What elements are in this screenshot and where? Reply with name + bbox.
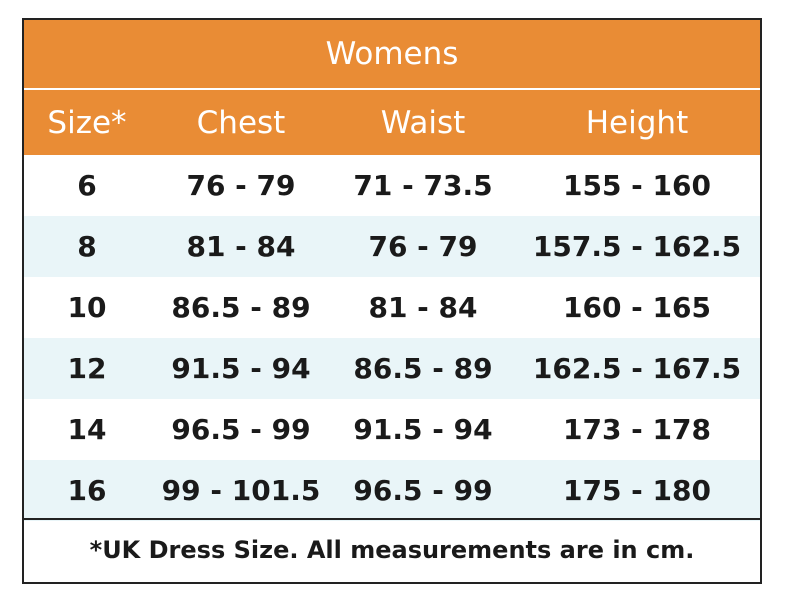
column-header-chest: Chest: [196, 104, 286, 141]
table-row: 12 91.5 - 94 86.5 - 89 162.5 - 167.5: [24, 338, 760, 399]
waist-cell: 96.5 - 99: [353, 474, 493, 507]
height-cell: 155 - 160: [562, 169, 711, 202]
size-chart: Womens Size* Chest Waist Height 6 76 - 7…: [22, 18, 762, 584]
waist-cell: 76 - 79: [368, 230, 478, 263]
waist-cell: 91.5 - 94: [353, 413, 493, 446]
footnote: *UK Dress Size. All measurements are in …: [24, 518, 760, 582]
size-cell: 16: [67, 474, 107, 507]
column-header-height: Height: [585, 104, 689, 141]
height-cell: 175 - 180: [562, 474, 711, 507]
table-row: 14 96.5 - 99 91.5 - 94 173 - 178: [24, 399, 760, 460]
size-cell: 14: [67, 413, 107, 446]
chest-cell: 99 - 101.5: [161, 474, 321, 507]
height-cell: 157.5 - 162.5: [532, 230, 742, 263]
height-cell: 173 - 178: [562, 413, 711, 446]
chest-cell: 91.5 - 94: [171, 352, 311, 385]
height-cell: 162.5 - 167.5: [532, 352, 742, 385]
waist-cell: 71 - 73.5: [353, 169, 493, 202]
chest-cell: 96.5 - 99: [171, 413, 311, 446]
chest-cell: 81 - 84: [186, 230, 296, 263]
chest-cell: 86.5 - 89: [171, 291, 311, 324]
size-cell: 6: [77, 169, 97, 202]
chest-cell: 76 - 79: [186, 169, 296, 202]
table-row: 16 99 - 101.5 96.5 - 99 175 - 180: [24, 460, 760, 521]
table-row: 6 76 - 79 71 - 73.5 155 - 160: [24, 155, 760, 216]
height-cell: 160 - 165: [562, 291, 711, 324]
waist-cell: 81 - 84: [368, 291, 478, 324]
table-row: 8 81 - 84 76 - 79 157.5 - 162.5: [24, 216, 760, 277]
chart-title: Womens: [24, 20, 760, 90]
column-header-waist: Waist: [380, 104, 466, 141]
table-row: 10 86.5 - 89 81 - 84 160 - 165: [24, 277, 760, 338]
waist-cell: 86.5 - 89: [353, 352, 493, 385]
column-header-size: Size*: [47, 104, 127, 141]
header-row: Size* Chest Waist Height: [24, 90, 760, 155]
size-cell: 12: [67, 352, 107, 385]
size-cell: 10: [67, 291, 107, 324]
size-cell: 8: [77, 230, 97, 263]
size-table: Size* Chest Waist Height 6 76 - 79 71 - …: [24, 90, 760, 521]
